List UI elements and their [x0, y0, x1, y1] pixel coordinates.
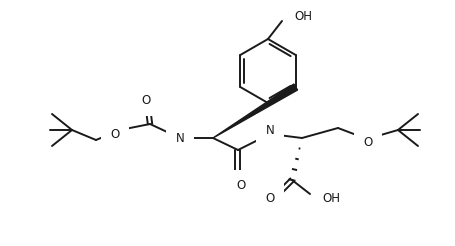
Text: O: O — [141, 93, 150, 107]
Text: N: N — [175, 132, 184, 144]
Text: O: O — [236, 180, 245, 193]
Text: N: N — [265, 123, 274, 137]
Text: O: O — [110, 128, 119, 141]
Polygon shape — [212, 84, 297, 138]
Text: OH: OH — [321, 193, 339, 205]
Text: O: O — [265, 193, 274, 205]
Text: O: O — [363, 137, 372, 150]
Text: OH: OH — [293, 10, 311, 22]
